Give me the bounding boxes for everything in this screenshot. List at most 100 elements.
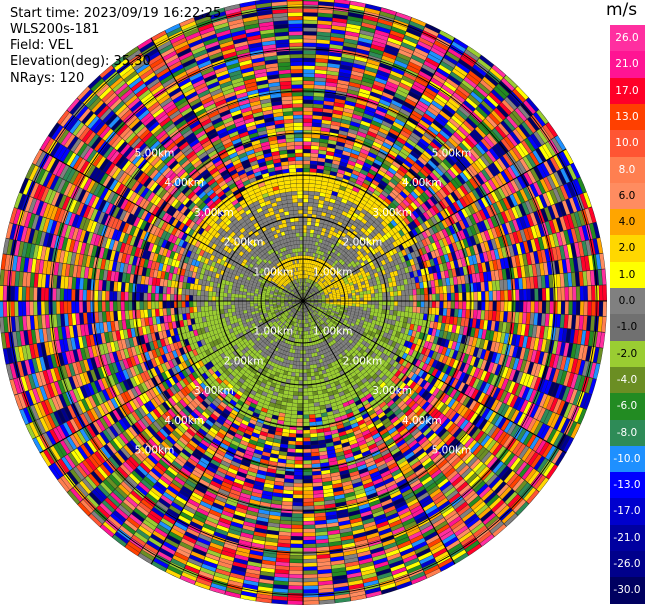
range-gate	[310, 429, 317, 434]
range-gate	[343, 242, 349, 248]
range-gate	[311, 272, 314, 277]
range-gate	[429, 103, 441, 114]
range-gate	[341, 211, 348, 217]
range-gate	[303, 88, 314, 93]
range-gate	[306, 286, 308, 291]
range-gate	[367, 199, 375, 206]
range-gate	[371, 120, 382, 128]
range-gate	[329, 297, 334, 300]
range-gate	[389, 212, 396, 220]
range-gate	[297, 414, 303, 419]
range-gate	[478, 103, 491, 116]
range-gate	[429, 172, 439, 182]
range-gate	[576, 286, 581, 301]
range-gate	[426, 84, 439, 94]
range-gate	[437, 164, 447, 174]
range-gate	[303, 145, 311, 150]
range-gate	[303, 73, 315, 78]
range-gate	[306, 236, 310, 241]
range-gate	[472, 146, 483, 158]
range-gate	[303, 194, 309, 199]
range-gate	[360, 120, 371, 127]
range-gate	[542, 288, 546, 301]
range-gate	[381, 309, 386, 314]
range-gate	[303, 160, 310, 165]
range-gate	[304, 282, 306, 286]
range-gate	[291, 368, 296, 373]
range-gate	[306, 372, 311, 377]
range-gate	[303, 578, 318, 582]
range-gate	[292, 395, 298, 400]
range-gate	[303, 361, 307, 366]
range-gate	[318, 267, 322, 272]
range-gate	[298, 388, 303, 392]
range-gate	[368, 127, 379, 135]
range-gate	[350, 224, 357, 231]
range-gate	[371, 304, 375, 309]
range-gate	[309, 414, 316, 419]
range-gate	[365, 3, 381, 11]
range-gate	[355, 295, 360, 299]
range-gate	[341, 256, 346, 261]
range-gate	[402, 199, 410, 207]
range-gate	[439, 30, 455, 41]
range-gate	[407, 182, 416, 191]
range-gate	[307, 267, 310, 272]
range-gate	[380, 95, 393, 103]
range-gate	[320, 127, 330, 132]
range-gate	[317, 280, 321, 284]
range-gate	[315, 238, 320, 243]
range-gate	[344, 34, 359, 41]
range-gate	[348, 303, 352, 306]
range-gate	[380, 124, 391, 132]
range-gate	[454, 65, 468, 77]
range-gate	[321, 239, 326, 245]
range-gate	[340, 122, 350, 129]
range-gate	[316, 35, 331, 41]
range-gate	[434, 70, 448, 81]
range-gate	[458, 292, 463, 301]
range-gate	[311, 241, 316, 246]
range-gate	[319, 277, 324, 282]
range-gate	[381, 55, 395, 64]
range-gate	[304, 327, 307, 332]
range-gate	[306, 263, 309, 268]
range-gate	[389, 128, 400, 137]
range-gate	[371, 297, 375, 301]
range-gate	[488, 310, 493, 321]
range-gate	[321, 256, 326, 261]
range-gate	[369, 225, 376, 231]
range-gate	[309, 421, 317, 426]
range-gate	[288, 440, 296, 445]
range-gate	[317, 230, 322, 235]
range-gate	[399, 201, 408, 210]
range-gate	[327, 242, 333, 247]
range-gate	[372, 116, 383, 124]
range-gate	[446, 285, 451, 294]
range-gate	[413, 295, 417, 301]
range-gate	[344, 265, 349, 270]
range-gate	[381, 210, 389, 218]
range-gate	[308, 198, 314, 203]
range-gate	[369, 311, 374, 316]
range-gate	[384, 208, 392, 215]
range-gate	[408, 289, 413, 296]
range-gate	[320, 188, 327, 194]
range-gate	[312, 482, 323, 487]
range-gate	[370, 237, 377, 244]
range-gate	[374, 209, 382, 217]
range-gate	[447, 293, 451, 301]
range-gate	[408, 61, 422, 71]
range-gate	[381, 120, 393, 129]
range-gate	[303, 559, 317, 563]
range-gate	[382, 159, 392, 167]
range-gate	[421, 191, 430, 201]
range-gate	[480, 282, 485, 292]
range-gate	[303, 411, 309, 415]
range-gate	[304, 294, 306, 298]
range-gate	[432, 169, 441, 179]
range-gate	[308, 248, 312, 253]
range-gate	[304, 274, 306, 279]
range-gate	[568, 301, 573, 315]
range-gate	[412, 129, 424, 138]
